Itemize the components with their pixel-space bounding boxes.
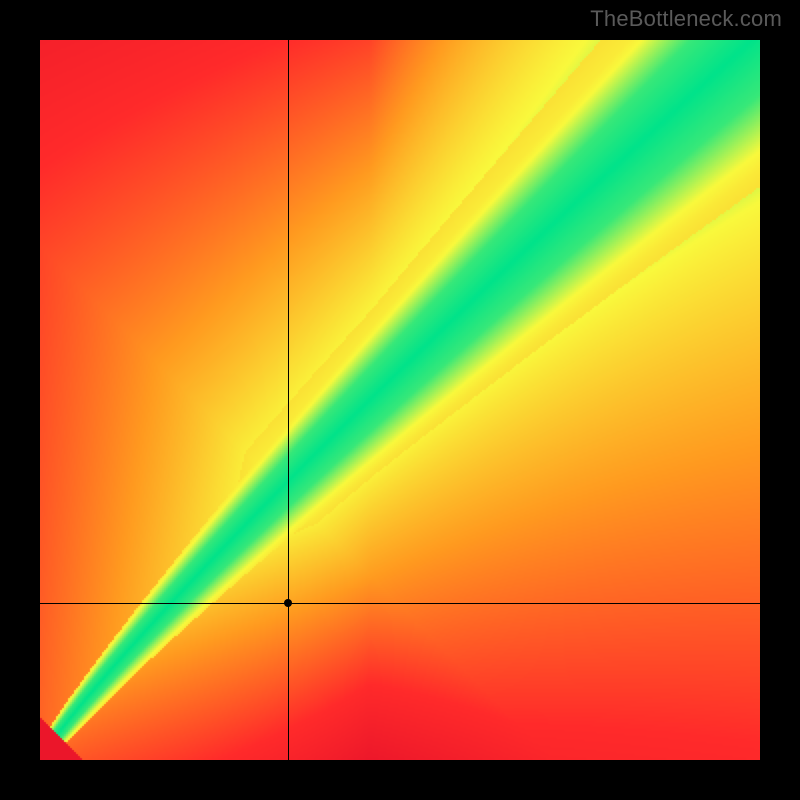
crosshair-vertical: [288, 40, 289, 760]
selection-point: [284, 599, 292, 607]
bottleneck-heatmap-plot: [40, 40, 760, 760]
watermark-text: TheBottleneck.com: [590, 6, 782, 32]
crosshair-horizontal: [40, 603, 760, 604]
heatmap-canvas: [40, 40, 760, 760]
